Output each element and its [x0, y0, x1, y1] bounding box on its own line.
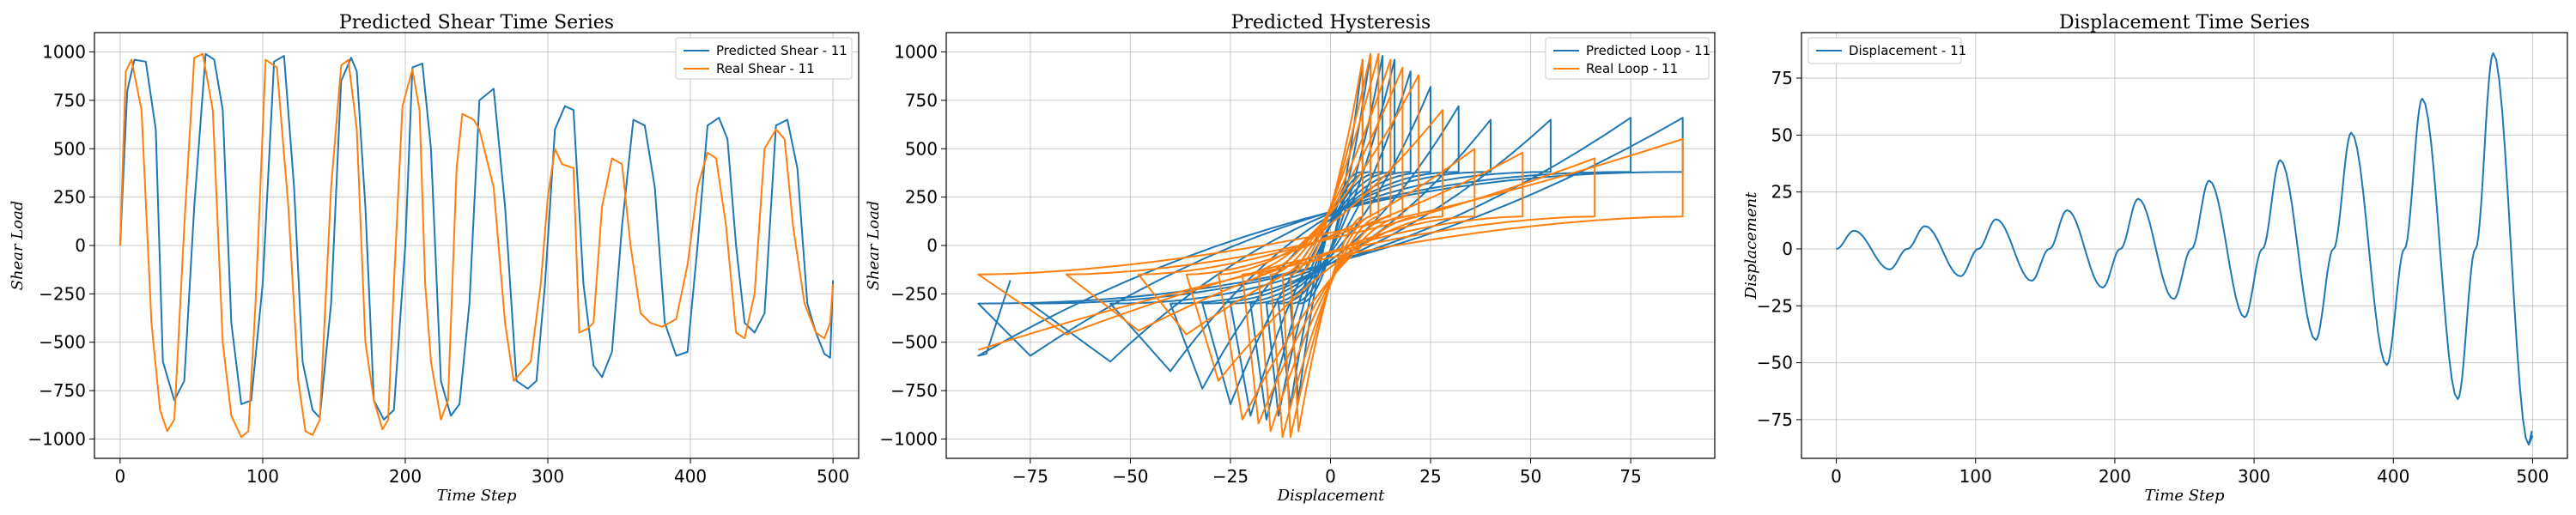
- legend-box: [675, 37, 853, 80]
- y-axis-label: Displacement: [1742, 191, 1760, 300]
- legend: Predicted Loop - 11 Real Loop - 11: [1545, 37, 1710, 80]
- y-tick-label: 50: [1771, 124, 1793, 145]
- y-tick-label: 0: [927, 235, 938, 256]
- x-tick-label: 400: [674, 466, 707, 487]
- plot-frame: [94, 32, 860, 459]
- x-tick-label: −75: [1012, 466, 1048, 487]
- y-axis-label: Shear Load: [865, 201, 883, 291]
- hysteresis-chart: Predicted Hysteresis Displacement Shear …: [865, 12, 1716, 505]
- x-tick-label: 100: [246, 466, 279, 487]
- legend: Displacement - 11: [1807, 37, 1966, 64]
- x-tick-label: 400: [2377, 466, 2409, 487]
- chart-title: Predicted Hysteresis: [1231, 12, 1431, 33]
- shear-time-series-chart: Predicted Shear Time Series Time Step Sh…: [9, 12, 860, 505]
- x-tick-label: 50: [1520, 466, 1541, 487]
- y-tick-label: −1000: [879, 428, 938, 449]
- x-axis-label: Time Step: [437, 487, 517, 505]
- y-tick-label: −750: [890, 380, 938, 401]
- legend-entry-predicted-loop: Predicted Loop - 11: [1586, 43, 1710, 58]
- y-tick-label: −50: [1757, 353, 1793, 373]
- legend: Predicted Shear - 11 Real Shear - 11: [675, 37, 853, 80]
- y-tick-label: 500: [905, 138, 938, 159]
- series-line-displacement: [1836, 52, 2534, 446]
- y-tick-label: 750: [905, 90, 938, 111]
- x-tick-label: −25: [1212, 466, 1249, 487]
- y-tick-label: −500: [39, 332, 86, 353]
- displacement-time-series-chart: Displacement Time Series Time Step Displ…: [1742, 12, 2568, 505]
- legend-entry-displacement: Displacement - 11: [1849, 43, 1966, 58]
- y-tick-label: 250: [53, 187, 86, 208]
- x-tick-label: 75: [1619, 466, 1641, 487]
- chart-title: Predicted Shear Time Series: [339, 12, 614, 33]
- y-tick-label: 25: [1771, 182, 1793, 203]
- x-tick-label: 100: [1959, 466, 1992, 487]
- legend-entry-predicted-shear: Predicted Shear - 11: [716, 43, 848, 58]
- x-tick-label: 300: [2238, 466, 2270, 487]
- series-line-real-shear: [118, 52, 835, 439]
- x-tick-label: 500: [817, 466, 849, 487]
- y-tick-label: −750: [39, 380, 86, 401]
- legend-box: [1807, 37, 1962, 64]
- legend-entry-real-shear: Real Shear - 11: [716, 61, 815, 76]
- series-line-predicted-shear: [118, 52, 835, 421]
- x-tick-label: 0: [1831, 466, 1842, 487]
- x-tick-label: 300: [532, 466, 564, 487]
- y-tick-label: −75: [1757, 409, 1793, 430]
- chart-title: Displacement Time Series: [2059, 12, 2310, 33]
- y-tick-label: 1000: [42, 42, 86, 63]
- y-tick-label: 75: [1771, 68, 1793, 88]
- y-tick-label: 0: [75, 235, 86, 256]
- x-tick-label: 200: [2099, 466, 2131, 487]
- x-tick-label: 500: [2516, 466, 2549, 487]
- plot-frame: [1801, 32, 2568, 459]
- y-tick-label: 500: [53, 138, 86, 159]
- plot-frame: [945, 32, 1716, 459]
- y-tick-label: −1000: [27, 428, 86, 449]
- y-tick-label: −250: [39, 283, 86, 304]
- y-axis-label: Shear Load: [9, 201, 27, 291]
- y-tick-label: 1000: [894, 42, 938, 63]
- y-tick-label: −500: [890, 332, 938, 353]
- x-axis-label: Displacement: [1277, 487, 1385, 505]
- x-tick-label: 200: [389, 466, 422, 487]
- y-tick-label: 0: [1782, 239, 1793, 259]
- x-axis-label: Time Step: [2145, 487, 2225, 505]
- x-tick-label: 25: [1419, 466, 1441, 487]
- legend-entry-real-loop: Real Loop - 11: [1586, 61, 1678, 76]
- y-tick-label: 750: [53, 90, 86, 111]
- series-line-real-loop: [977, 52, 1684, 439]
- x-tick-label: −50: [1112, 466, 1148, 487]
- y-tick-label: 250: [905, 187, 938, 208]
- y-tick-label: −250: [890, 283, 938, 304]
- x-tick-label: 0: [1325, 466, 1336, 487]
- y-tick-label: −25: [1757, 295, 1793, 316]
- legend-box: [1545, 37, 1710, 80]
- x-tick-label: 0: [115, 466, 126, 487]
